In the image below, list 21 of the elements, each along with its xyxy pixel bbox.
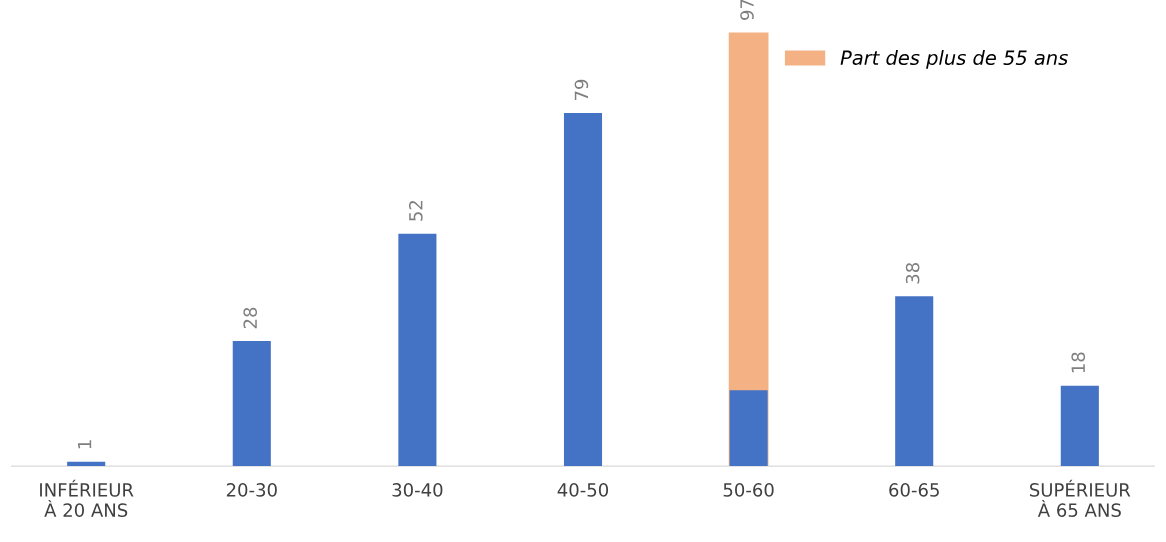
x-tick-label: 40-50	[557, 483, 609, 497]
x-tick-label: 60-65	[889, 483, 939, 497]
x-tick-label: SUPÉRIEUR À 65 ANS	[1030, 479, 1131, 517]
data-label: 97	[740, 0, 754, 20]
bar	[232, 340, 271, 467]
bar	[1060, 385, 1099, 467]
data-label: 79	[574, 79, 589, 101]
x-tick-label: 30-40	[392, 483, 443, 497]
x-tick-label: INFÉRIEUR À 20 ANS	[40, 479, 134, 517]
x-tick-label: 50-60	[723, 483, 774, 497]
bar	[398, 233, 437, 467]
bar	[563, 112, 603, 467]
data-label: 18	[1071, 352, 1086, 373]
x-tick-label: 20-30	[226, 483, 277, 497]
bar	[895, 296, 934, 467]
legend-label: Part des plus de 55 ans	[840, 50, 1068, 69]
bar	[729, 390, 768, 467]
data-label: 52	[408, 201, 423, 221]
data-label: 38	[905, 263, 920, 284]
data-label: 1	[78, 440, 92, 449]
data-label: 28	[243, 307, 258, 329]
